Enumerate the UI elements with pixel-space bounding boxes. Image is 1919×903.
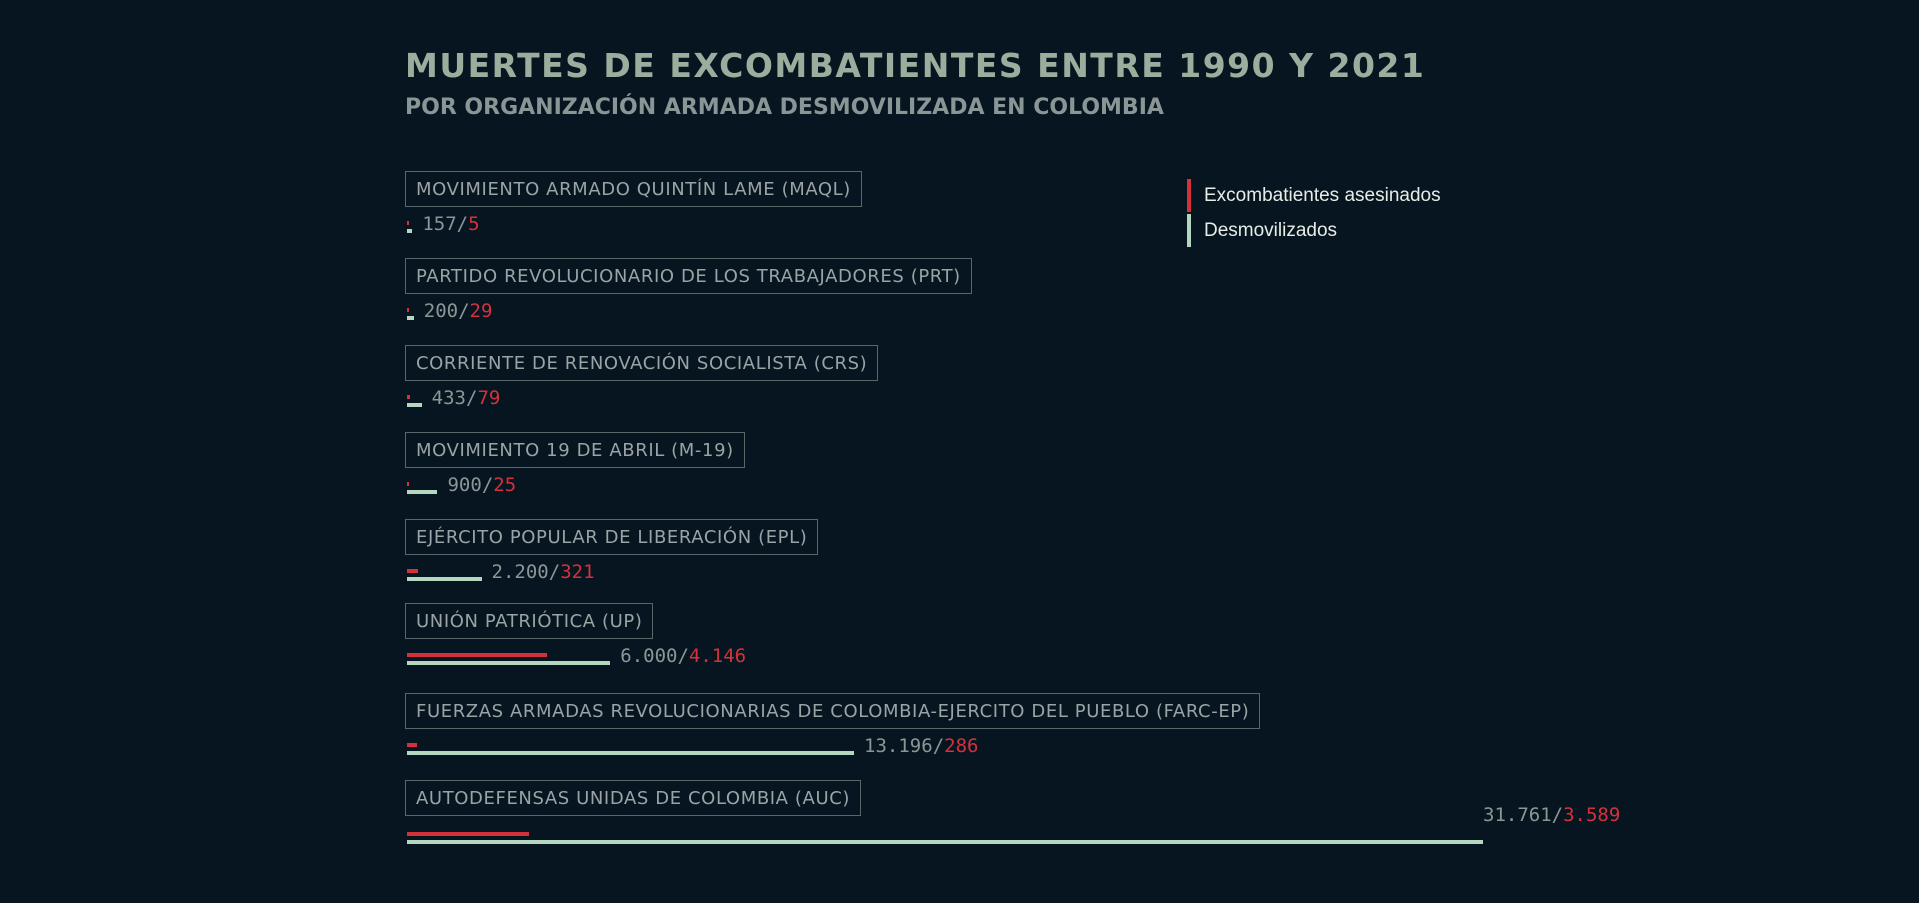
chart-title: MUERTES DE EXCOMBATIENTES ENTRE 1990 Y 2…: [405, 46, 1426, 85]
value-killed: 4.146: [688, 645, 747, 667]
legend-label-demobilized: Desmovilizados: [1204, 219, 1338, 241]
value-label: 13.196/286: [864, 735, 978, 757]
value-killed: 5: [468, 213, 480, 235]
category-label: EJÉRCITO POPULAR DE LIBERACIÓN (EPL): [405, 519, 819, 555]
category-label: MOVIMIENTO ARMADO QUINTÍN LAME (MAQL): [405, 171, 862, 207]
value-label: 200/29: [424, 300, 493, 322]
bar-demobilized: [407, 751, 855, 755]
category-group: EJÉRCITO POPULAR DE LIBERACIÓN (EPL) 2.20…: [405, 519, 819, 583]
bar-killed: [407, 482, 409, 486]
value-killed: 79: [477, 387, 501, 409]
value-label: 157/5: [422, 213, 479, 235]
legend-swatch-demobilized: [1187, 214, 1191, 247]
category-label: MOVIMIENTO 19 DE ABRIL (M-19): [405, 432, 745, 468]
bar-demobilized: [407, 661, 611, 665]
bar-demobilized: [407, 316, 414, 320]
value-killed: 321: [560, 561, 595, 583]
bar-killed: [407, 743, 417, 747]
category-group: UNIÓN PATRIÓTICA (UP) 6.000/4.146: [405, 603, 746, 667]
bar-killed: [407, 308, 409, 312]
value-separator: /: [458, 300, 470, 322]
chart-subtitle: POR ORGANIZACIÓN ARMADA DESMOVILIZADA EN…: [405, 95, 1164, 120]
legend-item-demobilized: Desmovilizados: [1187, 213, 1441, 248]
value-label: 31.761/3.589: [1483, 804, 1620, 826]
category-label: CORRIENTE DE RENOVACIÓN SOCIALISTA (CRS): [405, 345, 879, 381]
value-demobilized: 13.196: [864, 735, 933, 757]
value-separator: /: [677, 645, 689, 667]
value-killed: 3.589: [1563, 804, 1621, 826]
value-separator: /: [465, 387, 478, 409]
bar-killed: [407, 832, 529, 836]
value-demobilized: 900: [447, 474, 482, 496]
value-label: 2.200/321: [492, 561, 595, 583]
value-demobilized: 2.200: [491, 561, 549, 583]
value-label: 433/79: [432, 387, 501, 409]
bar-killed: [407, 569, 418, 573]
category-group: CORRIENTE DE RENOVACIÓN SOCIALISTA (CRS)…: [405, 345, 879, 409]
category-label: PARTIDO REVOLUCIONARIO DE LOS TRABAJADOR…: [405, 258, 972, 294]
value-label: 900/25: [447, 474, 516, 496]
legend-swatch-killed: [1187, 179, 1191, 212]
category-label: UNIÓN PATRIÓTICA (UP): [405, 603, 654, 639]
value-killed: 25: [493, 474, 517, 496]
value-demobilized: 433: [431, 387, 466, 409]
value-demobilized: 31.761: [1483, 804, 1552, 826]
value-separator: /: [481, 474, 494, 496]
legend-item-killed: Excombatientes asesinados: [1187, 178, 1441, 213]
value-demobilized: 6.000: [620, 645, 678, 667]
bar-killed: [407, 653, 548, 657]
bar-demobilized: [407, 229, 413, 233]
value-separator: /: [456, 213, 469, 235]
legend-label-killed: Excombatientes asesinados: [1204, 184, 1441, 206]
value-demobilized: 157: [422, 213, 457, 235]
value-killed: 29: [469, 300, 493, 322]
category-label: AUTODEFENSAS UNIDAS DE COLOMBIA (AUC): [405, 780, 862, 816]
value-separator: /: [932, 735, 945, 757]
bar-demobilized: [407, 840, 1483, 844]
bar-killed: [407, 395, 410, 399]
category-group: FUERZAS ARMADAS REVOLUCIONARIAS DE COLOM…: [405, 693, 1261, 757]
value-separator: /: [548, 561, 561, 583]
category-group: MOVIMIENTO ARMADO QUINTÍN LAME (MAQL) 157…: [405, 171, 862, 235]
category-label: FUERZAS ARMADAS REVOLUCIONARIAS DE COLOM…: [405, 693, 1261, 729]
value-label: 6.000/4.146: [620, 645, 746, 667]
category-group: PARTIDO REVOLUCIONARIO DE LOS TRABAJADOR…: [405, 258, 972, 322]
bar-demobilized: [407, 490, 438, 494]
value-killed: 286: [944, 735, 979, 757]
value-demobilized: 200: [423, 300, 459, 322]
bar-demobilized: [407, 403, 422, 407]
bar-demobilized: [407, 577, 482, 581]
category-group: AUTODEFENSAS UNIDAS DE COLOMBIA (AUC) 31.…: [405, 780, 1620, 844]
bar-killed: [407, 221, 409, 225]
legend: Excombatientes asesinados Desmovilizados: [1187, 178, 1441, 248]
value-separator: /: [1551, 804, 1564, 826]
category-group: MOVIMIENTO 19 DE ABRIL (M-19) 900/25: [405, 432, 745, 496]
